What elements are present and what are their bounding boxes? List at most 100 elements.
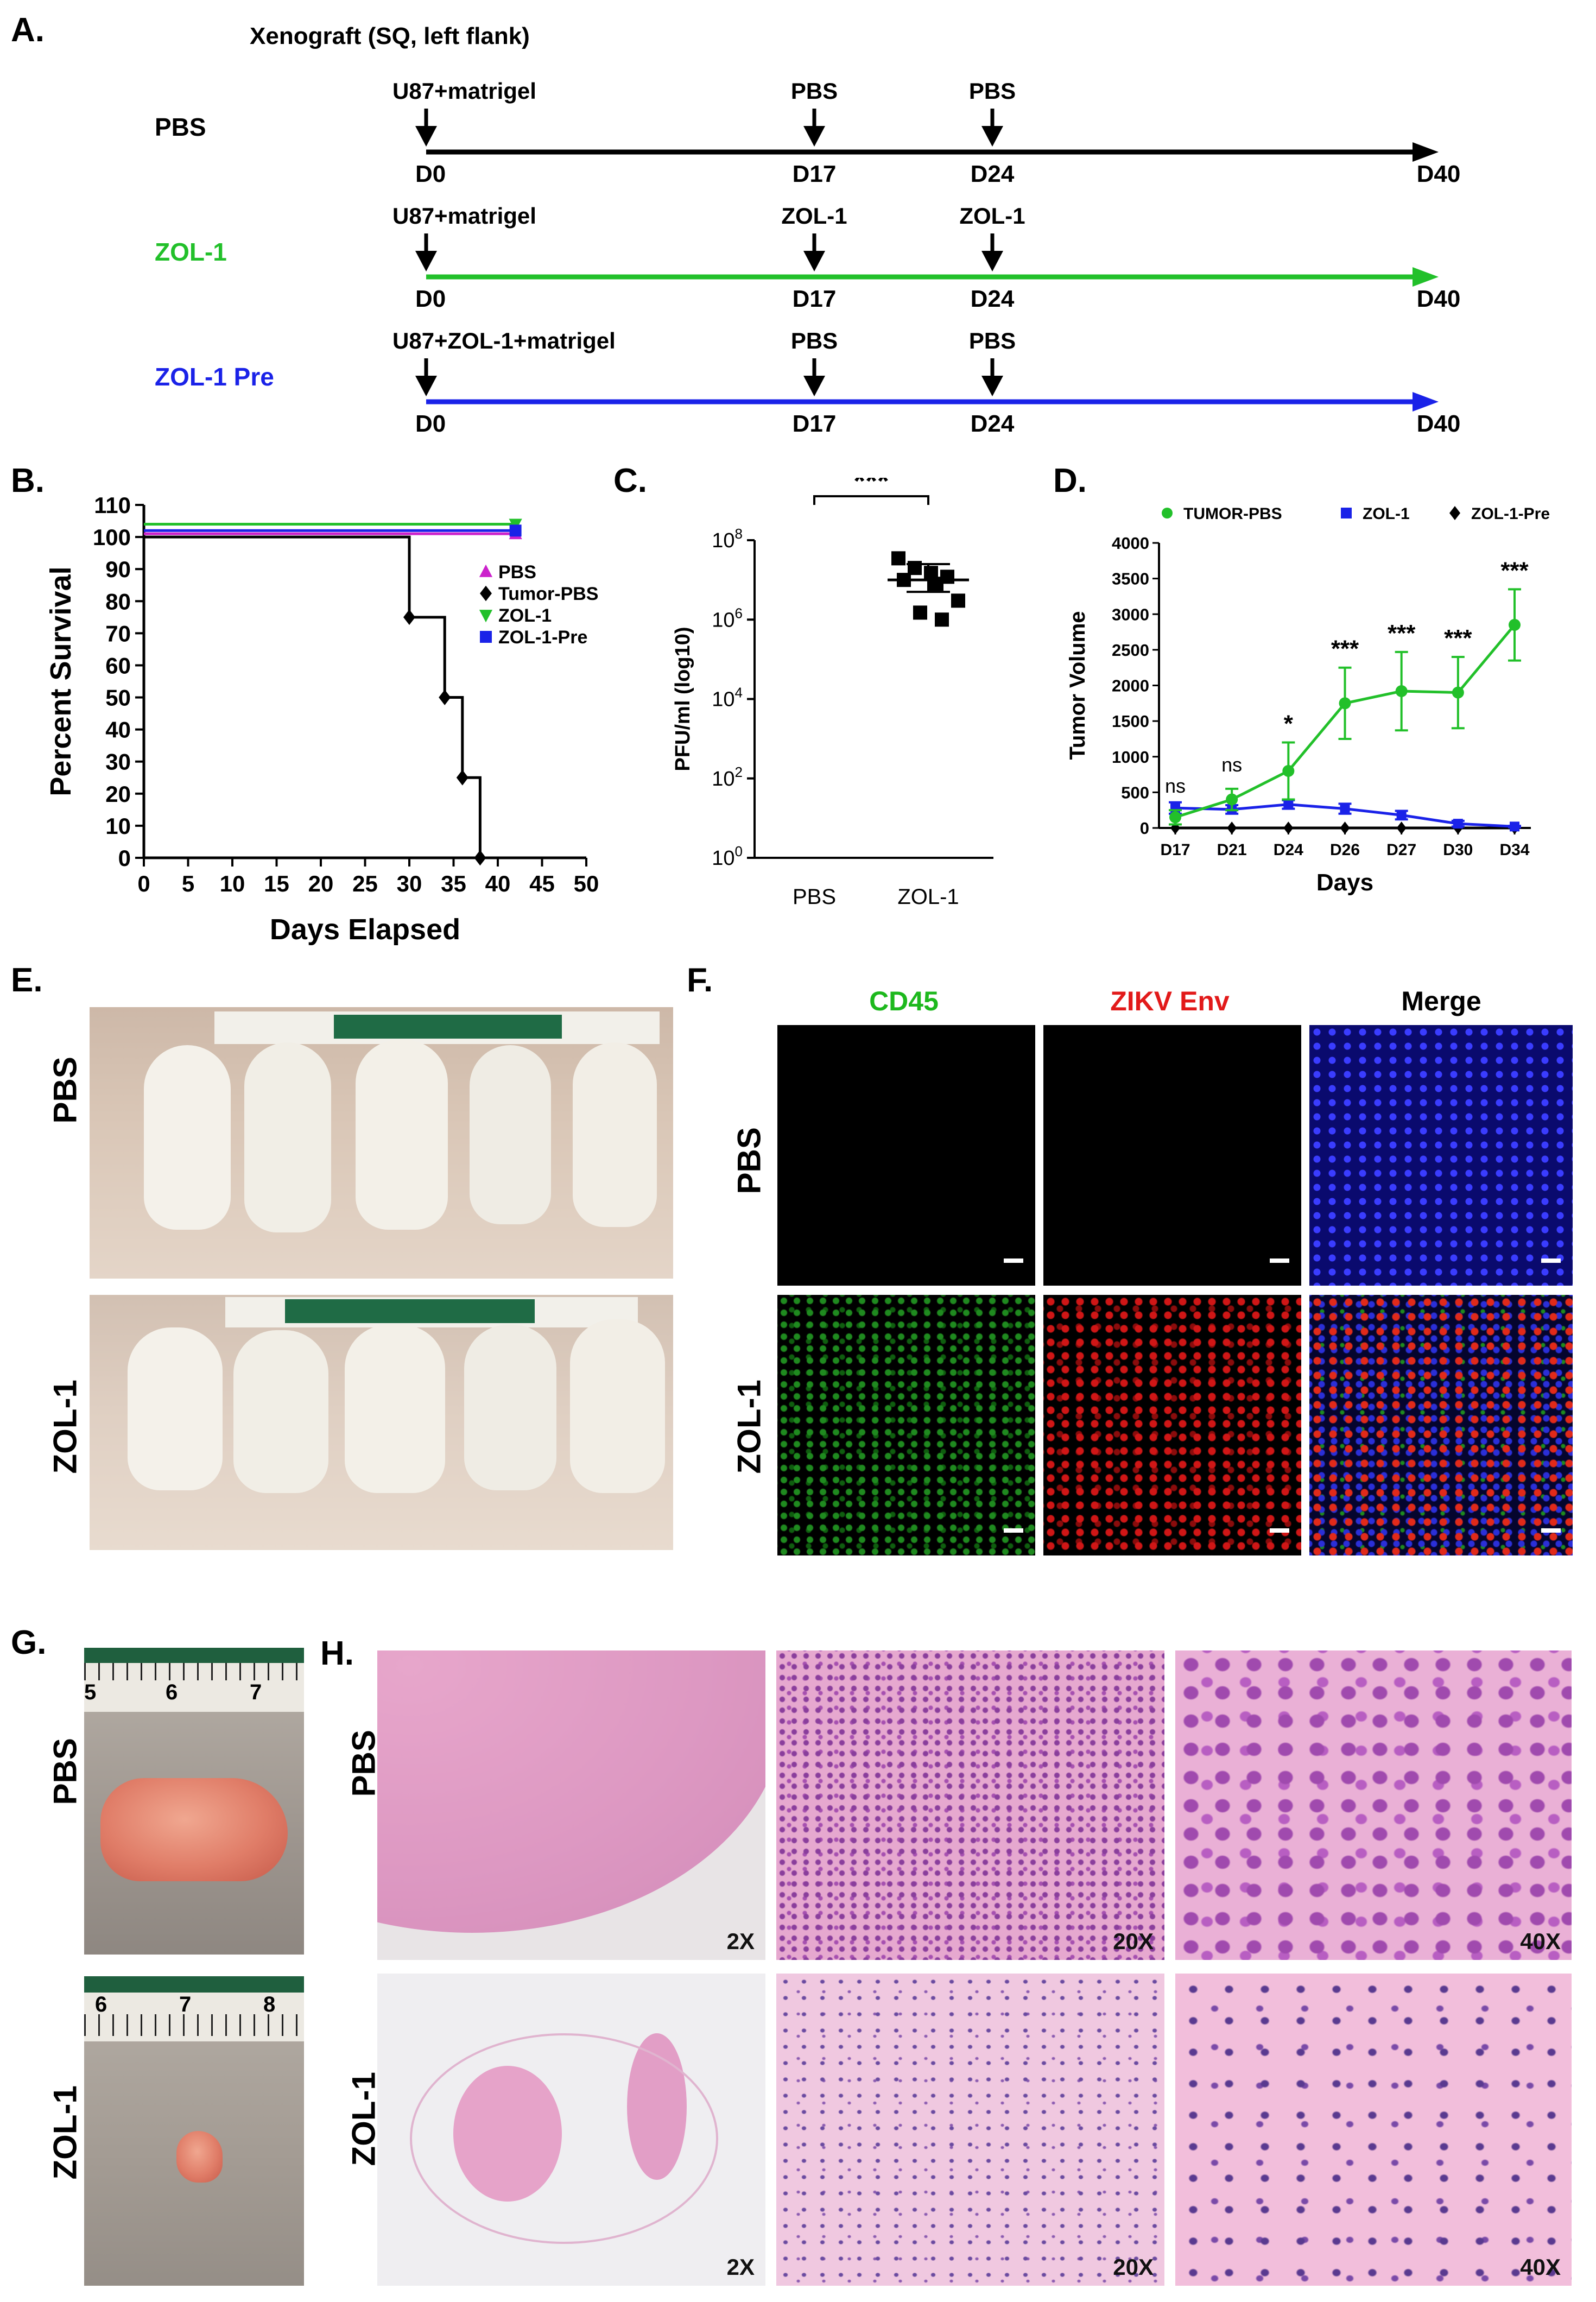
day-label: D17	[793, 410, 837, 437]
mouse	[464, 1325, 556, 1490]
x-tick-label: 35	[441, 871, 466, 896]
panel-d-letter: D.	[1053, 462, 1087, 499]
data-point	[1169, 811, 1181, 824]
y-tick-label: 40	[105, 717, 131, 743]
mouse	[570, 1319, 665, 1493]
panel-f-row-label-pbs: PBS	[731, 1127, 768, 1194]
data-point	[1340, 821, 1350, 834]
data-point	[1395, 685, 1408, 697]
legend-label: ZOL-1-Pre	[1471, 505, 1550, 523]
y-tick-label: 500	[1121, 783, 1149, 802]
event-label: PBS	[969, 78, 1016, 104]
scale-bar	[1270, 1528, 1289, 1533]
event-label: ZOL-1	[959, 203, 1025, 229]
y-tick-label: 100	[93, 524, 131, 550]
y-tick-label: 30	[105, 749, 131, 775]
timeline-arrowhead	[1413, 267, 1439, 287]
tumor-specimen	[100, 1778, 288, 1881]
x-tick-label: ZOL-1	[897, 885, 959, 909]
panel-f-col-zikv: ZIKV Env	[1110, 986, 1230, 1016]
ruler-band	[285, 1299, 535, 1323]
panel-f-letter: F.	[687, 962, 713, 999]
panel-b-letter: B.	[11, 462, 45, 499]
data-point	[891, 551, 905, 566]
y-tick-label: 106	[712, 605, 743, 631]
event-arrow-head	[803, 376, 825, 396]
y-tick-label: 60	[105, 653, 131, 678]
mouse	[573, 1042, 657, 1227]
legend-label: PBS	[498, 562, 536, 583]
data-point	[935, 612, 949, 627]
tumor-volume-chart: 0 500 1000 1500 2000 2500 3000 3500 4000 D17 D21 D2…	[1066, 505, 1550, 896]
mouse	[244, 1042, 331, 1232]
data-point	[1227, 821, 1237, 834]
if-zol-cd45	[777, 1295, 1035, 1555]
data-point	[1396, 810, 1407, 820]
day-label: D24	[971, 161, 1015, 187]
y-axis-label: Tumor Volume	[1066, 611, 1090, 760]
panel-f-col-cd45: CD45	[869, 986, 939, 1016]
x-tick-label: 30	[397, 871, 422, 896]
ruler-ticks	[84, 2014, 304, 2036]
x-tick-label: D24	[1274, 841, 1303, 859]
mouse	[470, 1045, 551, 1224]
y-tick-label: 0	[118, 845, 131, 871]
mouse	[356, 1040, 448, 1230]
legend-marker	[479, 610, 493, 623]
magnification-label: 20X	[1113, 2254, 1154, 2280]
y-tick-label: 100	[712, 843, 743, 870]
mouse	[233, 1330, 328, 1493]
event-label: ZOL-1	[781, 203, 847, 229]
legend-marker	[480, 631, 492, 643]
y-tick-label: 3500	[1112, 570, 1149, 589]
y-tick-label: 70	[105, 621, 131, 646]
ruler-band	[84, 1648, 304, 1663]
event-arrow-head	[803, 126, 825, 147]
ruler-number: 8	[263, 1993, 276, 2016]
y-tick-label: 2000	[1112, 676, 1149, 695]
magnification-label: 20X	[1113, 1928, 1154, 1954]
y-tick-label: 90	[105, 556, 131, 582]
panel-g-row-label-zol: ZOL-1	[47, 2085, 84, 2180]
ruler-number: 6	[166, 1680, 178, 1704]
survival-chart: 0 10 20 30 40 50 60 70 80 90 100 110 0 5 10 15 20 25 30 35 4…	[45, 492, 599, 946]
day-label: D17	[793, 161, 837, 187]
legend-label: ZOL-1-Pre	[498, 627, 587, 648]
event-arrow-head	[981, 126, 1003, 147]
data-point	[1453, 819, 1463, 829]
histology-zol-2x: 2X	[377, 1974, 765, 2286]
x-tick-label: 25	[352, 871, 378, 896]
histology-pbs-40x: 40X	[1175, 1650, 1572, 1960]
data-point	[1282, 765, 1295, 777]
ruler-number: 7	[179, 1993, 192, 2016]
panel-a-letter: A.	[11, 11, 45, 49]
event-arrow-head	[981, 251, 1003, 271]
if-pbs-zikv	[1043, 1025, 1301, 1286]
panel-h-letter: H.	[320, 1635, 354, 1672]
legend-marker	[479, 564, 493, 577]
significance-label: ***	[1500, 557, 1529, 584]
ruler-band	[334, 1015, 562, 1039]
data-point	[1340, 804, 1350, 814]
legend-label: ZOL-1	[1363, 505, 1410, 523]
mouse	[128, 1327, 223, 1490]
x-tick-label: D26	[1330, 841, 1360, 859]
panel-a-header: Xenograft (SQ, left flank)	[250, 23, 530, 49]
if-zol-merge	[1309, 1295, 1573, 1555]
y-axis-label: PFU/ml (log10)	[672, 627, 694, 771]
day-label: D40	[1417, 410, 1461, 437]
x-tick-label: 10	[220, 871, 245, 896]
tumor-photo-pbs: 5 6 7	[84, 1648, 304, 1955]
scale-bar	[1270, 1258, 1289, 1263]
panel-f-col-merge: Merge	[1401, 986, 1481, 1016]
timeline-group-label: ZOL-1 Pre	[155, 363, 274, 391]
data-point	[1510, 821, 1519, 832]
tissue-capsule	[410, 2033, 718, 2244]
event-label: U87+ZOL-1+matrigel	[392, 328, 616, 353]
x-tick-label: 15	[264, 871, 289, 896]
y-axis-label: Percent Survival	[45, 566, 77, 796]
event-arrow-head	[415, 376, 437, 396]
y-tick-label: 3000	[1112, 605, 1149, 624]
data-point	[456, 769, 468, 786]
panel-f-row-label-zol: ZOL-1	[731, 1380, 768, 1474]
